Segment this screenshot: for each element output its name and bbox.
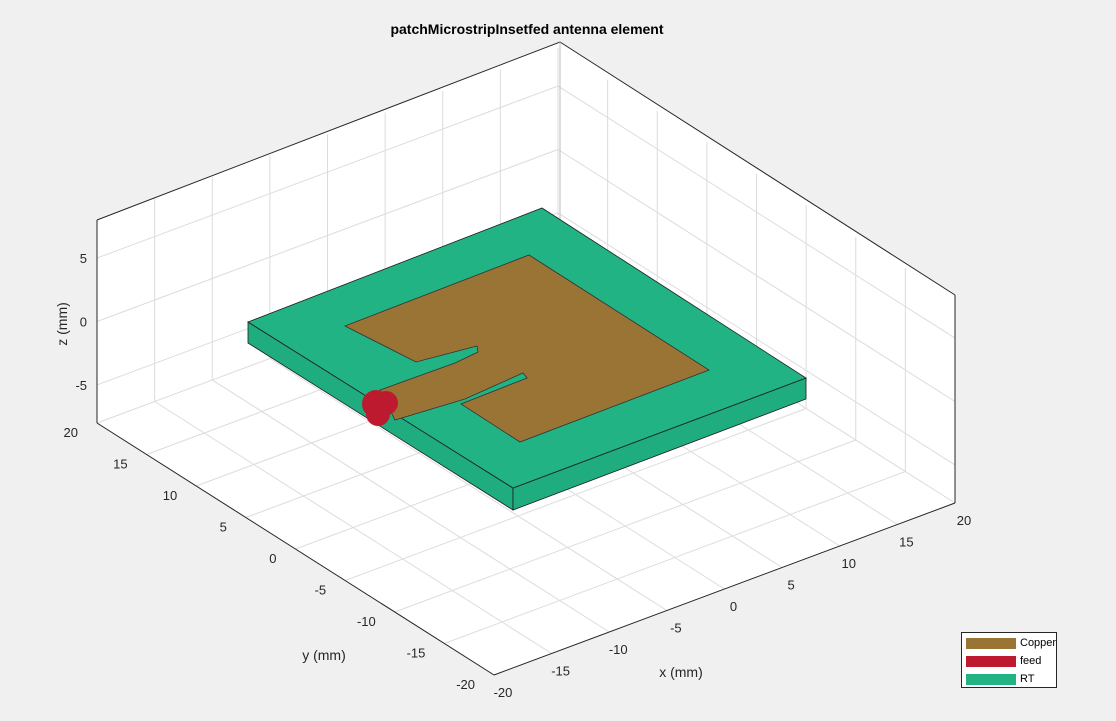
grid-line-y [444,471,906,644]
y-tick-label: 5 [220,520,227,535]
x-tick-label: -10 [609,642,628,657]
antenna-geometry [247,207,807,511]
z-axis-label: z (mm) [54,302,70,346]
z-tick-label: 5 [80,251,87,266]
legend-item-copper: Copper [966,636,1056,650]
axes-edges [96,41,956,676]
grid-line-z-right [557,212,956,466]
x-tick-label: 5 [788,578,795,593]
x-tick-label: -15 [551,664,570,679]
tick-labels: -20 -15 -10 -5 0 5 10 15 20 -20 -15 -10 -5 0 5 10 15 20 -5… [64,251,972,700]
legend[interactable]: Copper feed RT [961,632,1057,688]
z-tick-label: -5 [75,378,87,393]
x-tick-label: 20 [957,513,971,528]
copper-swatch [966,637,1016,649]
y-axis-line [96,422,495,676]
x-tick-label: 0 [730,599,737,614]
x-axis-line [493,502,956,676]
z-tick-label: 0 [80,315,87,330]
legend-item-feed: feed [966,654,1041,668]
y-tick-label: -20 [456,677,475,692]
x-tick-label: -20 [494,685,513,700]
y-tick-label: 10 [163,488,177,503]
copper-patch [344,254,710,443]
feed-circle [362,390,398,426]
grid-line-y [344,408,807,581]
y-tick-label: -10 [357,614,376,629]
rt-swatch [966,673,1016,685]
legend-item-rt: RT [966,672,1034,686]
y-tick-label: -5 [315,583,327,598]
x-axis-label: x (mm) [659,664,703,680]
y-tick-label: 20 [64,425,78,440]
y-tick-label: -15 [407,646,426,661]
grid-line-z-left [96,149,559,322]
x-tick-label: -5 [670,621,682,636]
grid-line-y [394,439,856,613]
x-tick-label: 15 [899,535,913,550]
chart-title: patchMicrostripInsetfed antenna element [390,21,663,37]
grid-line-z-right [557,85,956,339]
legend-label-rt: RT [1020,673,1035,685]
y-axis-label: y (mm) [302,647,346,663]
legend-label-copper: Copper [1020,637,1057,649]
y-tick-label: 15 [113,457,127,472]
feed-swatch [966,655,1016,667]
grid-line-z-right [557,149,956,402]
grid-line-z-left [96,85,559,259]
x-tick-label: 10 [842,556,856,571]
legend-label-feed: feed [1020,655,1042,667]
y-tick-label: 0 [269,551,276,566]
